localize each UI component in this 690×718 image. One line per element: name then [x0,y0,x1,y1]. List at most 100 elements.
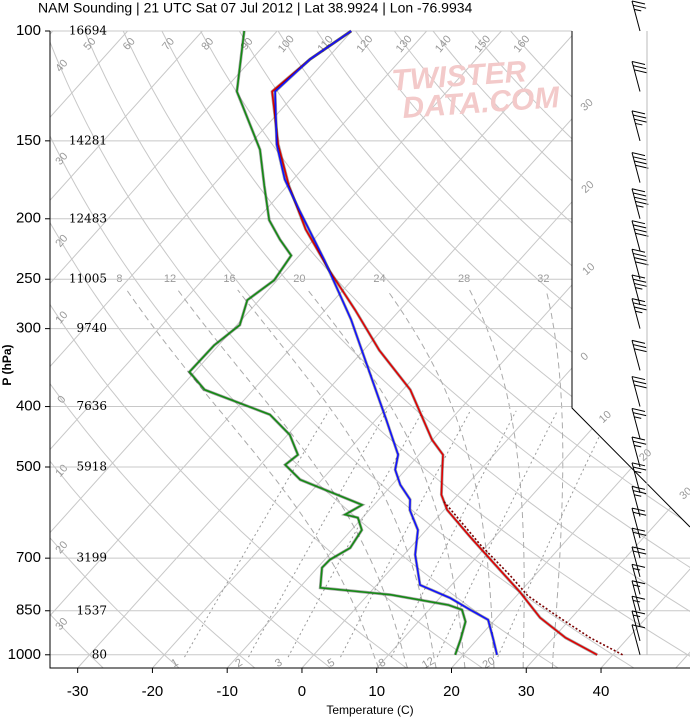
barb-half [633,614,641,618]
barb-half [634,494,642,497]
wind-barb [631,60,648,92]
height-label: 80 [92,647,107,661]
barb-feather [634,69,648,74]
isotherm [152,31,690,668]
moist-adiabat [237,289,437,668]
mixing-ratio-line [436,410,558,658]
wind-barb [631,595,646,627]
x-tick-label: -30 [67,683,89,700]
barb-staff [631,408,641,439]
isotherm-label: 30 [579,97,596,114]
barb-feather [633,65,647,70]
barb-feather [631,152,646,157]
y-tick-label: 100 [16,22,41,39]
dry-adiabat-label: 130 [394,33,415,55]
dry-adiabat [432,31,690,668]
dry-adiabat-label: 0 [55,394,68,406]
barb-feather [633,466,647,471]
y-tick-label: 400 [16,398,41,415]
barb-staff [631,486,641,517]
barb-feather [631,436,646,441]
barb-feather [633,252,647,257]
moist-adiabat [126,289,380,668]
y-tick-label: 850 [16,602,41,619]
dry-adiabat [161,31,690,668]
barb-feather [633,156,647,161]
wind-barb [631,0,647,32]
barb-staff [631,546,641,577]
barb-staff [631,61,641,92]
mixing-ratio-line [287,410,424,658]
barb-feather [634,196,648,201]
barb-staff [631,610,641,642]
barb-feather [633,531,647,536]
barb-feather [631,376,646,381]
dry-adiabat [50,31,483,668]
wind-barb [631,462,647,493]
barb-feather [631,546,646,551]
x-tick-label: 0 [298,683,306,700]
barb-staff [631,249,641,280]
mixing-ratio-label: 3 [273,657,284,670]
barb-feather [631,610,646,615]
mixing-ratio-label: 2 [233,657,244,670]
wind-barb [631,624,646,655]
dry-adiabat [50,31,104,668]
barb-feather [635,200,649,205]
barb-staff [631,507,641,539]
isotherm-label: 10 [580,261,597,278]
isotherm-label: 30 [677,485,690,502]
height-label: 16694 [69,24,108,38]
panel-border [571,31,690,528]
barb-half [634,8,642,12]
isotherm-label: 20 [637,447,654,464]
barb-half [633,599,641,603]
mixing-ratio-line [184,410,330,658]
chart-title: NAM Sounding | 21 UTC Sat 07 Jul 2012 | … [38,0,473,16]
barb-feather [631,595,646,600]
barb-feather [633,440,647,445]
dry-adiabat [471,31,690,668]
dry-adiabat [50,31,180,668]
mixing-ratio-line [340,410,471,658]
isotherm [50,31,428,668]
barb-staff [631,340,641,371]
barb-feather [633,224,647,229]
wind-barb [631,436,647,468]
profile-line [441,499,623,656]
height-label: 14281 [69,133,107,147]
barb-feather [635,164,649,169]
barb-half [633,568,641,571]
x-tick-label: 30 [518,683,535,700]
barb-feather [635,261,649,266]
barb-feather [631,60,646,65]
barb-feather [633,550,647,555]
isotherm [525,31,690,668]
mixing-ratio-label: 20 [481,655,498,672]
moist-adiabat [469,289,525,668]
barb-staff [631,220,641,251]
barb-feather [634,306,648,311]
dry-adiabat-label: 50 [82,36,99,53]
barb-staff [631,0,641,32]
dry-adiabat-label: 60 [121,36,138,53]
mixing-ratio-label: 12 [420,655,437,672]
barb-feather [633,114,647,119]
isotherm-label: 0 [579,350,592,363]
barb-feather [635,232,649,237]
barb-staff [631,462,641,493]
wind-barb [631,485,647,517]
mixing-ratio-label: 8 [377,657,388,670]
height-label: 3199 [76,551,107,565]
isotherm [50,31,128,668]
profile-line [188,30,467,656]
dry-adiabat [277,31,690,668]
wind-barb [631,220,649,251]
dry-adiabat-label: 120 [354,33,375,55]
barb-feather [634,228,648,233]
height-label: 1537 [76,603,107,617]
dry-adiabat-label: 20 [53,232,70,249]
barb-half [635,122,643,126]
barb-feather [631,527,646,532]
isotherm-label: 20 [579,179,596,196]
